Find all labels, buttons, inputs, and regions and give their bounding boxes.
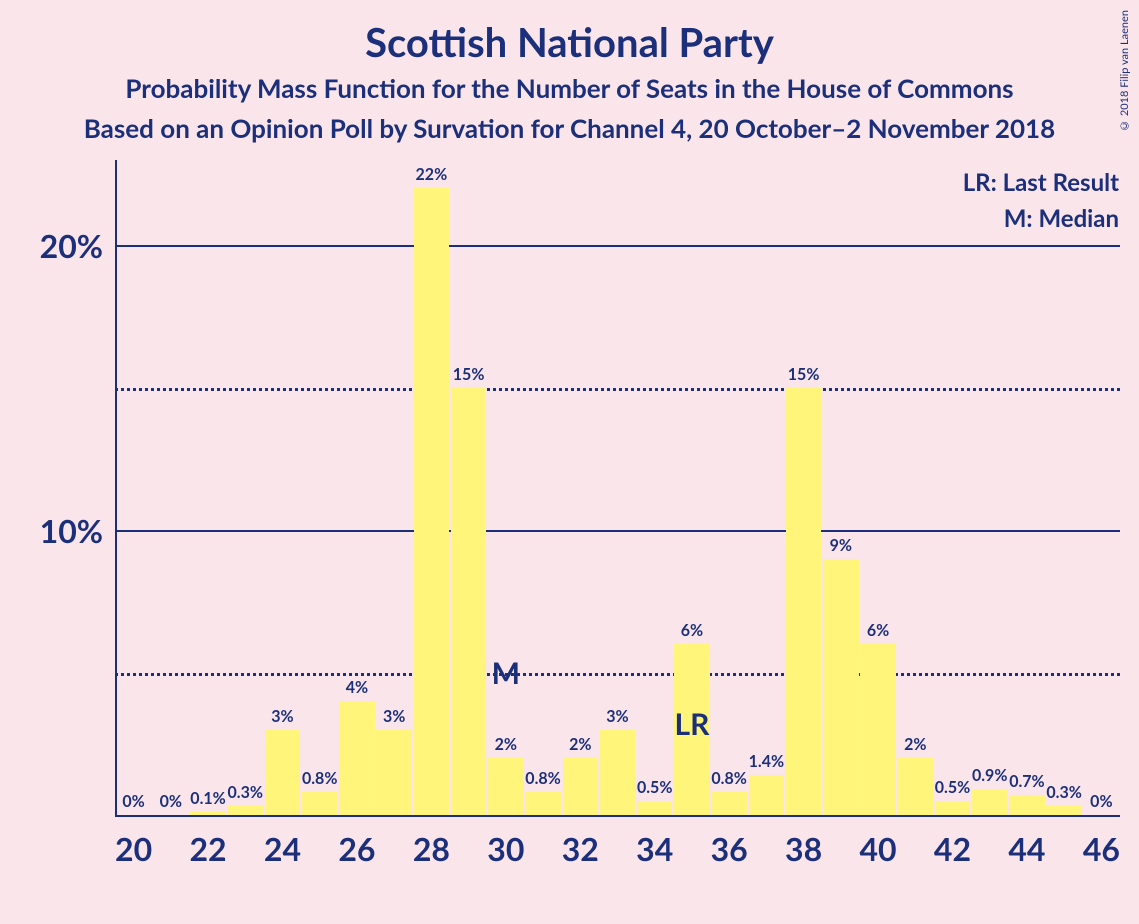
gridline-major bbox=[115, 245, 1120, 247]
bar bbox=[860, 644, 895, 815]
bar bbox=[302, 792, 337, 815]
y-axis bbox=[115, 160, 117, 815]
bar-value-label: 6% bbox=[859, 621, 896, 640]
gridline-major bbox=[115, 530, 1120, 532]
bar bbox=[376, 730, 411, 815]
x-tick-label: 30 bbox=[469, 829, 543, 868]
x-tick-label: 26 bbox=[320, 829, 394, 868]
median-marker: M bbox=[476, 655, 536, 691]
x-tick-label: 38 bbox=[766, 829, 840, 868]
bar bbox=[265, 730, 300, 815]
x-tick-label: 34 bbox=[618, 829, 692, 868]
bar-value-label: 22% bbox=[413, 165, 450, 184]
bar-value-label: 6% bbox=[673, 621, 710, 640]
bar bbox=[451, 388, 486, 815]
last-result-marker: LR bbox=[662, 706, 722, 742]
bar-value-label: 15% bbox=[785, 365, 822, 384]
x-tick-label: 36 bbox=[692, 829, 766, 868]
bar-value-label: 0% bbox=[115, 792, 152, 811]
bar-value-label: 0% bbox=[1083, 792, 1120, 811]
bar bbox=[935, 801, 970, 815]
plot-area: 10%20%0%0%0.1%0.3%3%0.8%4%3%22%15%2%0.8%… bbox=[115, 160, 1120, 815]
bar-value-label: 0.8% bbox=[711, 769, 748, 788]
bar bbox=[898, 758, 933, 815]
bar bbox=[563, 758, 598, 815]
x-tick-label: 20 bbox=[96, 829, 170, 868]
bar-value-label: 9% bbox=[822, 536, 859, 555]
bar-value-label: 0.1% bbox=[189, 789, 226, 808]
bar-value-label: 3% bbox=[264, 707, 301, 726]
bar bbox=[1009, 795, 1044, 815]
bar-value-label: 0% bbox=[152, 792, 189, 811]
bar bbox=[972, 789, 1007, 815]
bar-value-label: 2% bbox=[487, 735, 524, 754]
x-tick-label: 40 bbox=[841, 829, 915, 868]
x-tick-label: 42 bbox=[915, 829, 989, 868]
bar bbox=[823, 559, 858, 815]
bar bbox=[488, 758, 523, 815]
gridline-minor bbox=[115, 673, 1120, 676]
copyright-text: © 2018 Filip van Laenen bbox=[1118, 10, 1131, 132]
bar-value-label: 0.7% bbox=[1008, 772, 1045, 791]
bar-value-label: 2% bbox=[562, 735, 599, 754]
bar bbox=[749, 775, 784, 815]
bar bbox=[711, 792, 746, 815]
bar-value-label: 4% bbox=[338, 678, 375, 697]
bar bbox=[600, 730, 635, 815]
bar-value-label: 0.3% bbox=[1046, 783, 1083, 802]
bar bbox=[414, 188, 449, 815]
gridline-minor bbox=[115, 388, 1120, 391]
bar-value-label: 0.5% bbox=[636, 778, 673, 797]
bar-value-label: 0.9% bbox=[971, 766, 1008, 785]
x-axis bbox=[115, 815, 1120, 817]
chart-subtitle-2: Based on an Opinion Poll by Survation fo… bbox=[0, 112, 1139, 144]
bar-value-label: 1.4% bbox=[748, 752, 785, 771]
bar bbox=[228, 806, 263, 815]
bar-value-label: 3% bbox=[376, 707, 413, 726]
x-tick-label: 24 bbox=[245, 829, 319, 868]
x-tick-label: 22 bbox=[171, 829, 245, 868]
y-tick-label: 20% bbox=[13, 226, 103, 265]
bar-value-label: 2% bbox=[897, 735, 934, 754]
bar-value-label: 0.8% bbox=[524, 769, 561, 788]
bar-value-label: 0.8% bbox=[301, 769, 338, 788]
x-tick-label: 44 bbox=[990, 829, 1064, 868]
bar-value-label: 0.3% bbox=[227, 783, 264, 802]
bar-value-label: 3% bbox=[599, 707, 636, 726]
bar bbox=[190, 812, 225, 815]
bar bbox=[1046, 806, 1081, 815]
chart-canvas: Scottish National Party Probability Mass… bbox=[0, 0, 1139, 924]
chart-subtitle-1: Probability Mass Function for the Number… bbox=[0, 72, 1139, 104]
bar bbox=[637, 801, 672, 815]
bar-value-label: 15% bbox=[450, 365, 487, 384]
bar bbox=[525, 792, 560, 815]
chart-title: Scottish National Party bbox=[0, 18, 1139, 66]
x-tick-label: 28 bbox=[394, 829, 468, 868]
bar-value-label: 0.5% bbox=[934, 778, 971, 797]
x-tick-label: 32 bbox=[543, 829, 617, 868]
x-tick-label: 46 bbox=[1064, 829, 1138, 868]
y-tick-label: 10% bbox=[13, 511, 103, 550]
bar bbox=[786, 388, 821, 815]
bar bbox=[339, 701, 374, 815]
